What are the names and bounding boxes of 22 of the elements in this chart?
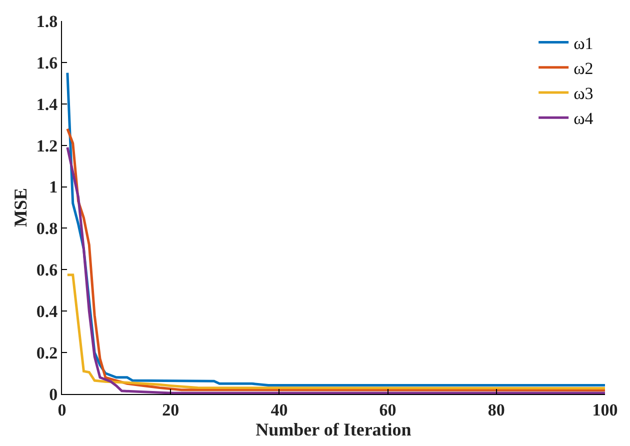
x-tick-label: 60 xyxy=(379,400,396,420)
x-tick-label: 100 xyxy=(592,400,618,420)
legend-label: ω2 xyxy=(574,59,594,78)
legend-label: ω1 xyxy=(574,34,594,53)
x-axis-title: Number of Iteration xyxy=(256,419,412,440)
y-tick-label: 0 xyxy=(49,384,58,404)
y-tick-label: 0.4 xyxy=(36,302,58,322)
y-tick-label: 1.2 xyxy=(36,136,58,156)
x-tick-label: 40 xyxy=(270,400,288,420)
legend-label: ω4 xyxy=(574,109,594,128)
y-tick-label: 0.8 xyxy=(36,219,58,238)
y-tick-label: 1.6 xyxy=(36,53,58,72)
y-tick-label: 1.8 xyxy=(36,12,58,31)
y-tick-label: 0.6 xyxy=(36,260,58,280)
line-series xyxy=(66,274,605,390)
y-tick-label: 1.4 xyxy=(36,94,58,114)
y-axis-title: MSE xyxy=(10,188,31,228)
legend-label: ω3 xyxy=(574,84,594,104)
y-tick-label: 0.2 xyxy=(36,344,58,363)
x-tick-label: 20 xyxy=(162,400,180,420)
y-tick-label: 1 xyxy=(49,178,58,197)
x-tick-label: 80 xyxy=(488,400,505,420)
